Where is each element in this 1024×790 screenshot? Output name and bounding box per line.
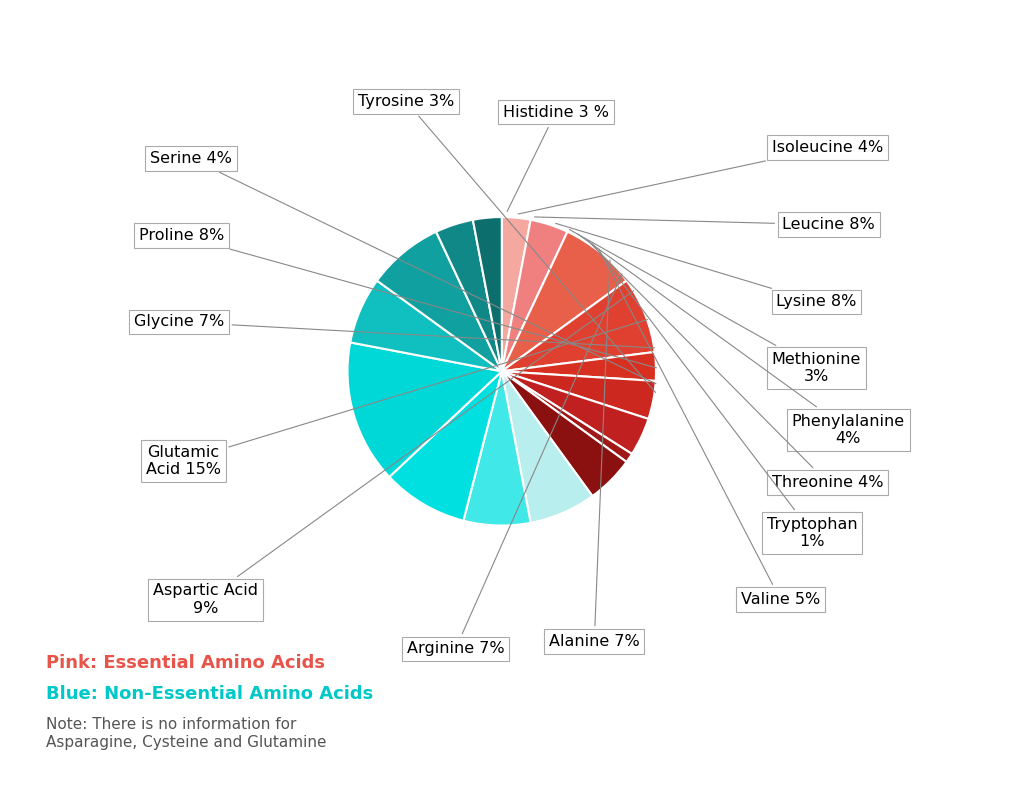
Wedge shape xyxy=(473,217,502,371)
Text: Lysine 8%: Lysine 8% xyxy=(556,224,857,310)
Wedge shape xyxy=(389,371,502,521)
Text: Leucine 8%: Leucine 8% xyxy=(535,217,876,232)
Wedge shape xyxy=(502,371,593,523)
Wedge shape xyxy=(502,352,656,381)
Text: Histidine 3 %: Histidine 3 % xyxy=(503,105,608,212)
Text: Tryptophan
1%: Tryptophan 1% xyxy=(593,244,858,550)
Text: Aspartic Acid
9%: Aspartic Acid 9% xyxy=(153,291,634,615)
Wedge shape xyxy=(350,280,502,371)
Wedge shape xyxy=(464,371,530,525)
Wedge shape xyxy=(502,280,654,371)
Wedge shape xyxy=(502,371,648,454)
Text: Proline 8%: Proline 8% xyxy=(139,228,656,368)
Wedge shape xyxy=(502,220,567,371)
Text: Glutamic
Acid 15%: Glutamic Acid 15% xyxy=(146,320,647,477)
Text: Arginine 7%: Arginine 7% xyxy=(407,274,622,656)
Text: Blue: Non-Essential Amino Acids: Blue: Non-Essential Amino Acids xyxy=(46,685,374,703)
Wedge shape xyxy=(347,342,502,477)
Text: Serine 4%: Serine 4% xyxy=(150,151,656,384)
Wedge shape xyxy=(502,371,655,419)
Text: Threonine 4%: Threonine 4% xyxy=(587,240,883,490)
Wedge shape xyxy=(436,220,502,371)
Wedge shape xyxy=(502,231,627,371)
Text: Phenylalanine
4%: Phenylalanine 4% xyxy=(578,234,905,446)
Text: Methionine
3%: Methionine 3% xyxy=(569,230,861,385)
Text: Alanine 7%: Alanine 7% xyxy=(549,260,640,649)
Text: Tyrosine 3%: Tyrosine 3% xyxy=(358,94,655,393)
Text: Note: There is no information for
Asparagine, Cysteine and Glutamine: Note: There is no information for Aspara… xyxy=(46,717,327,750)
Text: Valine 5%: Valine 5% xyxy=(599,249,820,607)
Wedge shape xyxy=(377,231,502,371)
Text: Isoleucine 4%: Isoleucine 4% xyxy=(518,140,883,214)
Text: Glycine 7%: Glycine 7% xyxy=(134,314,654,348)
Wedge shape xyxy=(502,371,632,462)
Wedge shape xyxy=(502,371,627,496)
Wedge shape xyxy=(502,217,530,371)
Text: Pink: Essential Amino Acids: Pink: Essential Amino Acids xyxy=(46,653,325,672)
